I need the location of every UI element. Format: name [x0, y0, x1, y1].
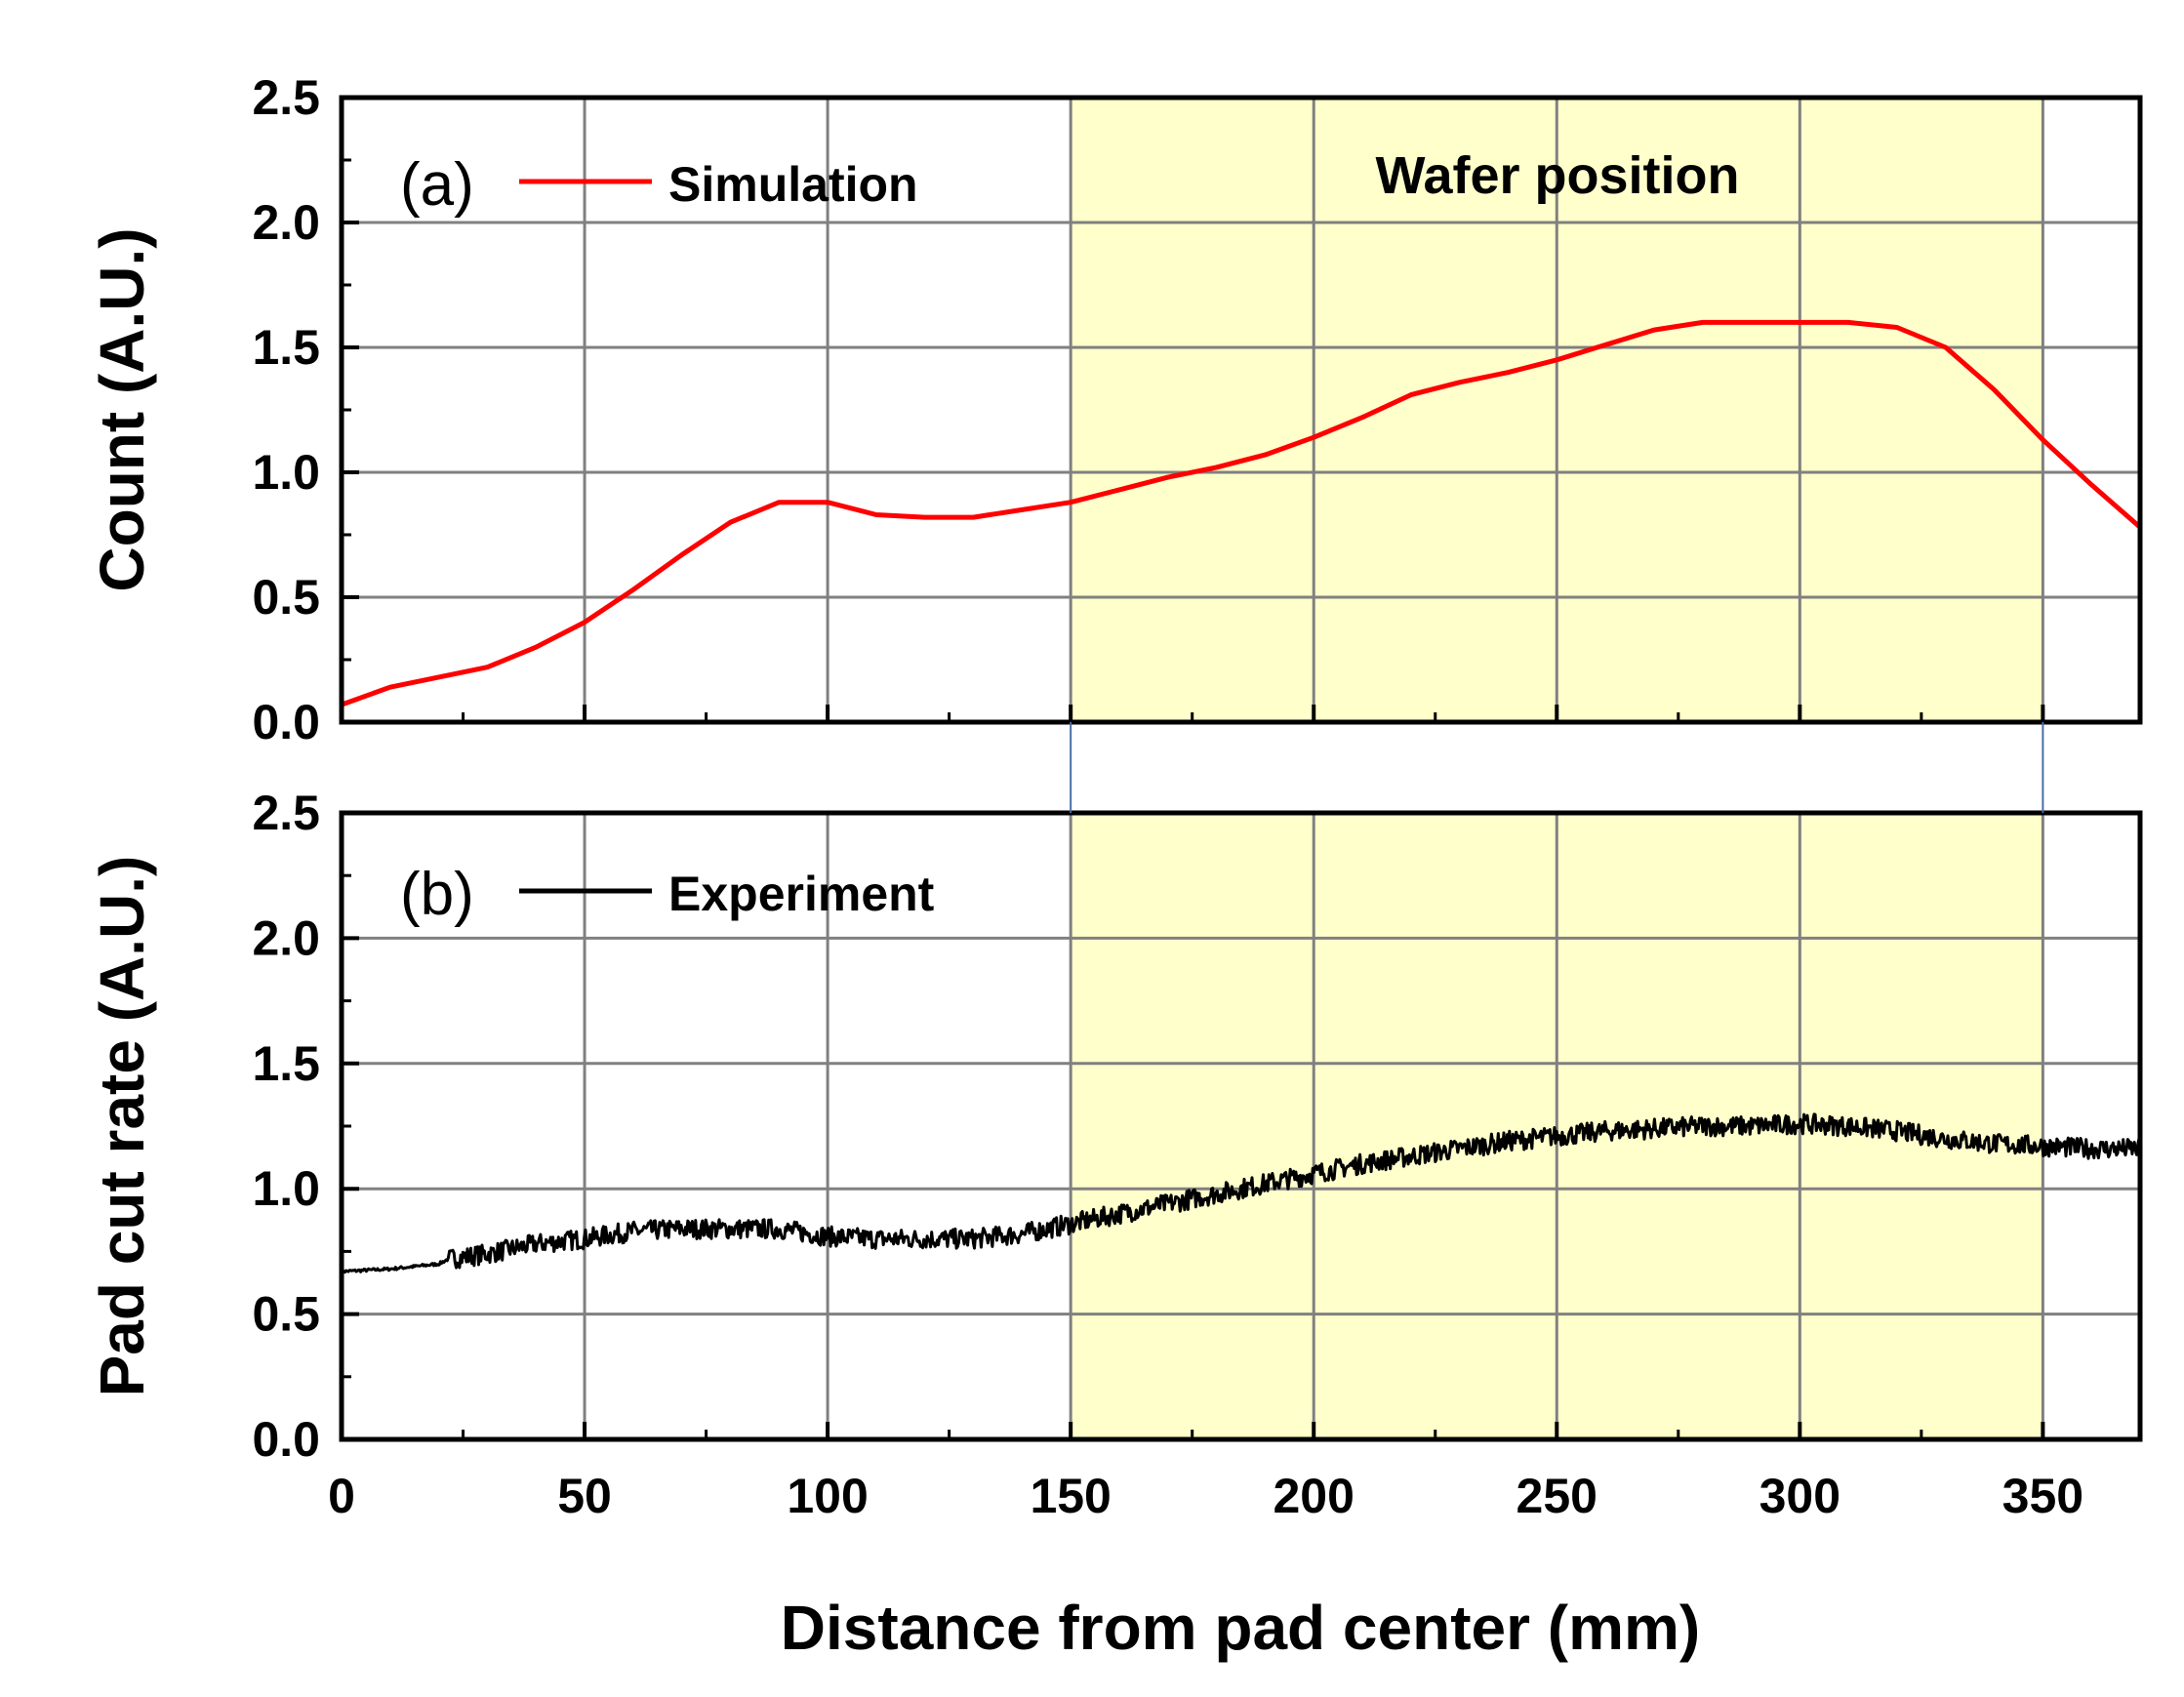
panel-a-y-tick-label: 1.5	[252, 320, 320, 375]
x-tick-label: 50	[557, 1469, 612, 1523]
x-tick-labels: 0 50 100 150 200 250 300 350	[328, 1469, 2083, 1523]
panel-b-label: (b)	[400, 861, 474, 928]
panel-b-y-axis-title: Pad cut rate (A.U.)	[87, 856, 157, 1397]
panel-a: 0.0 0.5 1.0 1.5 2.0 2.5 (a) Simulation Wafer …	[87, 70, 2143, 749]
panel-b-y-tick-label: 1.5	[252, 1036, 320, 1091]
x-tick-label: 0	[328, 1469, 355, 1523]
panel-a-y-tick-label: 0.5	[252, 570, 320, 625]
experiment-legend-label: Experiment	[668, 867, 935, 921]
panel-a-y-tick-label: 0.0	[252, 695, 320, 749]
panel-a-frame	[339, 95, 2143, 725]
simulation-legend-label: Simulation	[668, 157, 918, 212]
panel-b-y-tick-label: 2.5	[252, 786, 320, 840]
panel-b-y-tick-label: 0.0	[252, 1412, 320, 1467]
panel-a-label: (a)	[400, 151, 474, 219]
panel-b-frame	[339, 810, 2143, 1442]
panel-a-y-tick-label: 1.0	[252, 445, 320, 500]
x-tick-label: 300	[1759, 1469, 1840, 1523]
panel-a-y-axis-title: Count (A.U.)	[87, 227, 157, 591]
wafer-position-label: Wafer position	[1376, 146, 1740, 205]
panel-a-y-tick-label: 2.0	[252, 195, 320, 250]
experiment-series-line	[340, 1112, 2142, 1274]
x-tick-label: 200	[1273, 1469, 1354, 1523]
panel-b: 0.0 0.5 1.0 1.5 2.0 2.5 (b) Experiment Pad cu…	[87, 786, 2143, 1467]
panel-a-grid	[342, 98, 2140, 722]
panel-b-grid	[342, 813, 2140, 1439]
x-axis-title: Distance from pad center (mm)	[781, 1593, 1700, 1663]
panel-b-y-tick-labels: 0.0 0.5 1.0 1.5 2.0 2.5	[252, 786, 320, 1467]
simulation-series-line	[341, 319, 2142, 707]
panel-b-y-tick-label: 1.0	[252, 1161, 320, 1216]
panel-b-y-tick-label: 2.0	[252, 910, 320, 965]
panel-b-y-tick-label: 0.5	[252, 1287, 320, 1342]
x-tick-label: 100	[787, 1469, 868, 1523]
x-tick-label: 350	[2002, 1469, 2083, 1523]
panel-a-y-tick-labels: 0.0 0.5 1.0 1.5 2.0 2.5	[252, 70, 320, 749]
panel-a-y-tick-label: 2.5	[252, 70, 320, 125]
x-tick-label: 250	[1517, 1469, 1598, 1523]
x-tick-label: 150	[1030, 1469, 1111, 1523]
